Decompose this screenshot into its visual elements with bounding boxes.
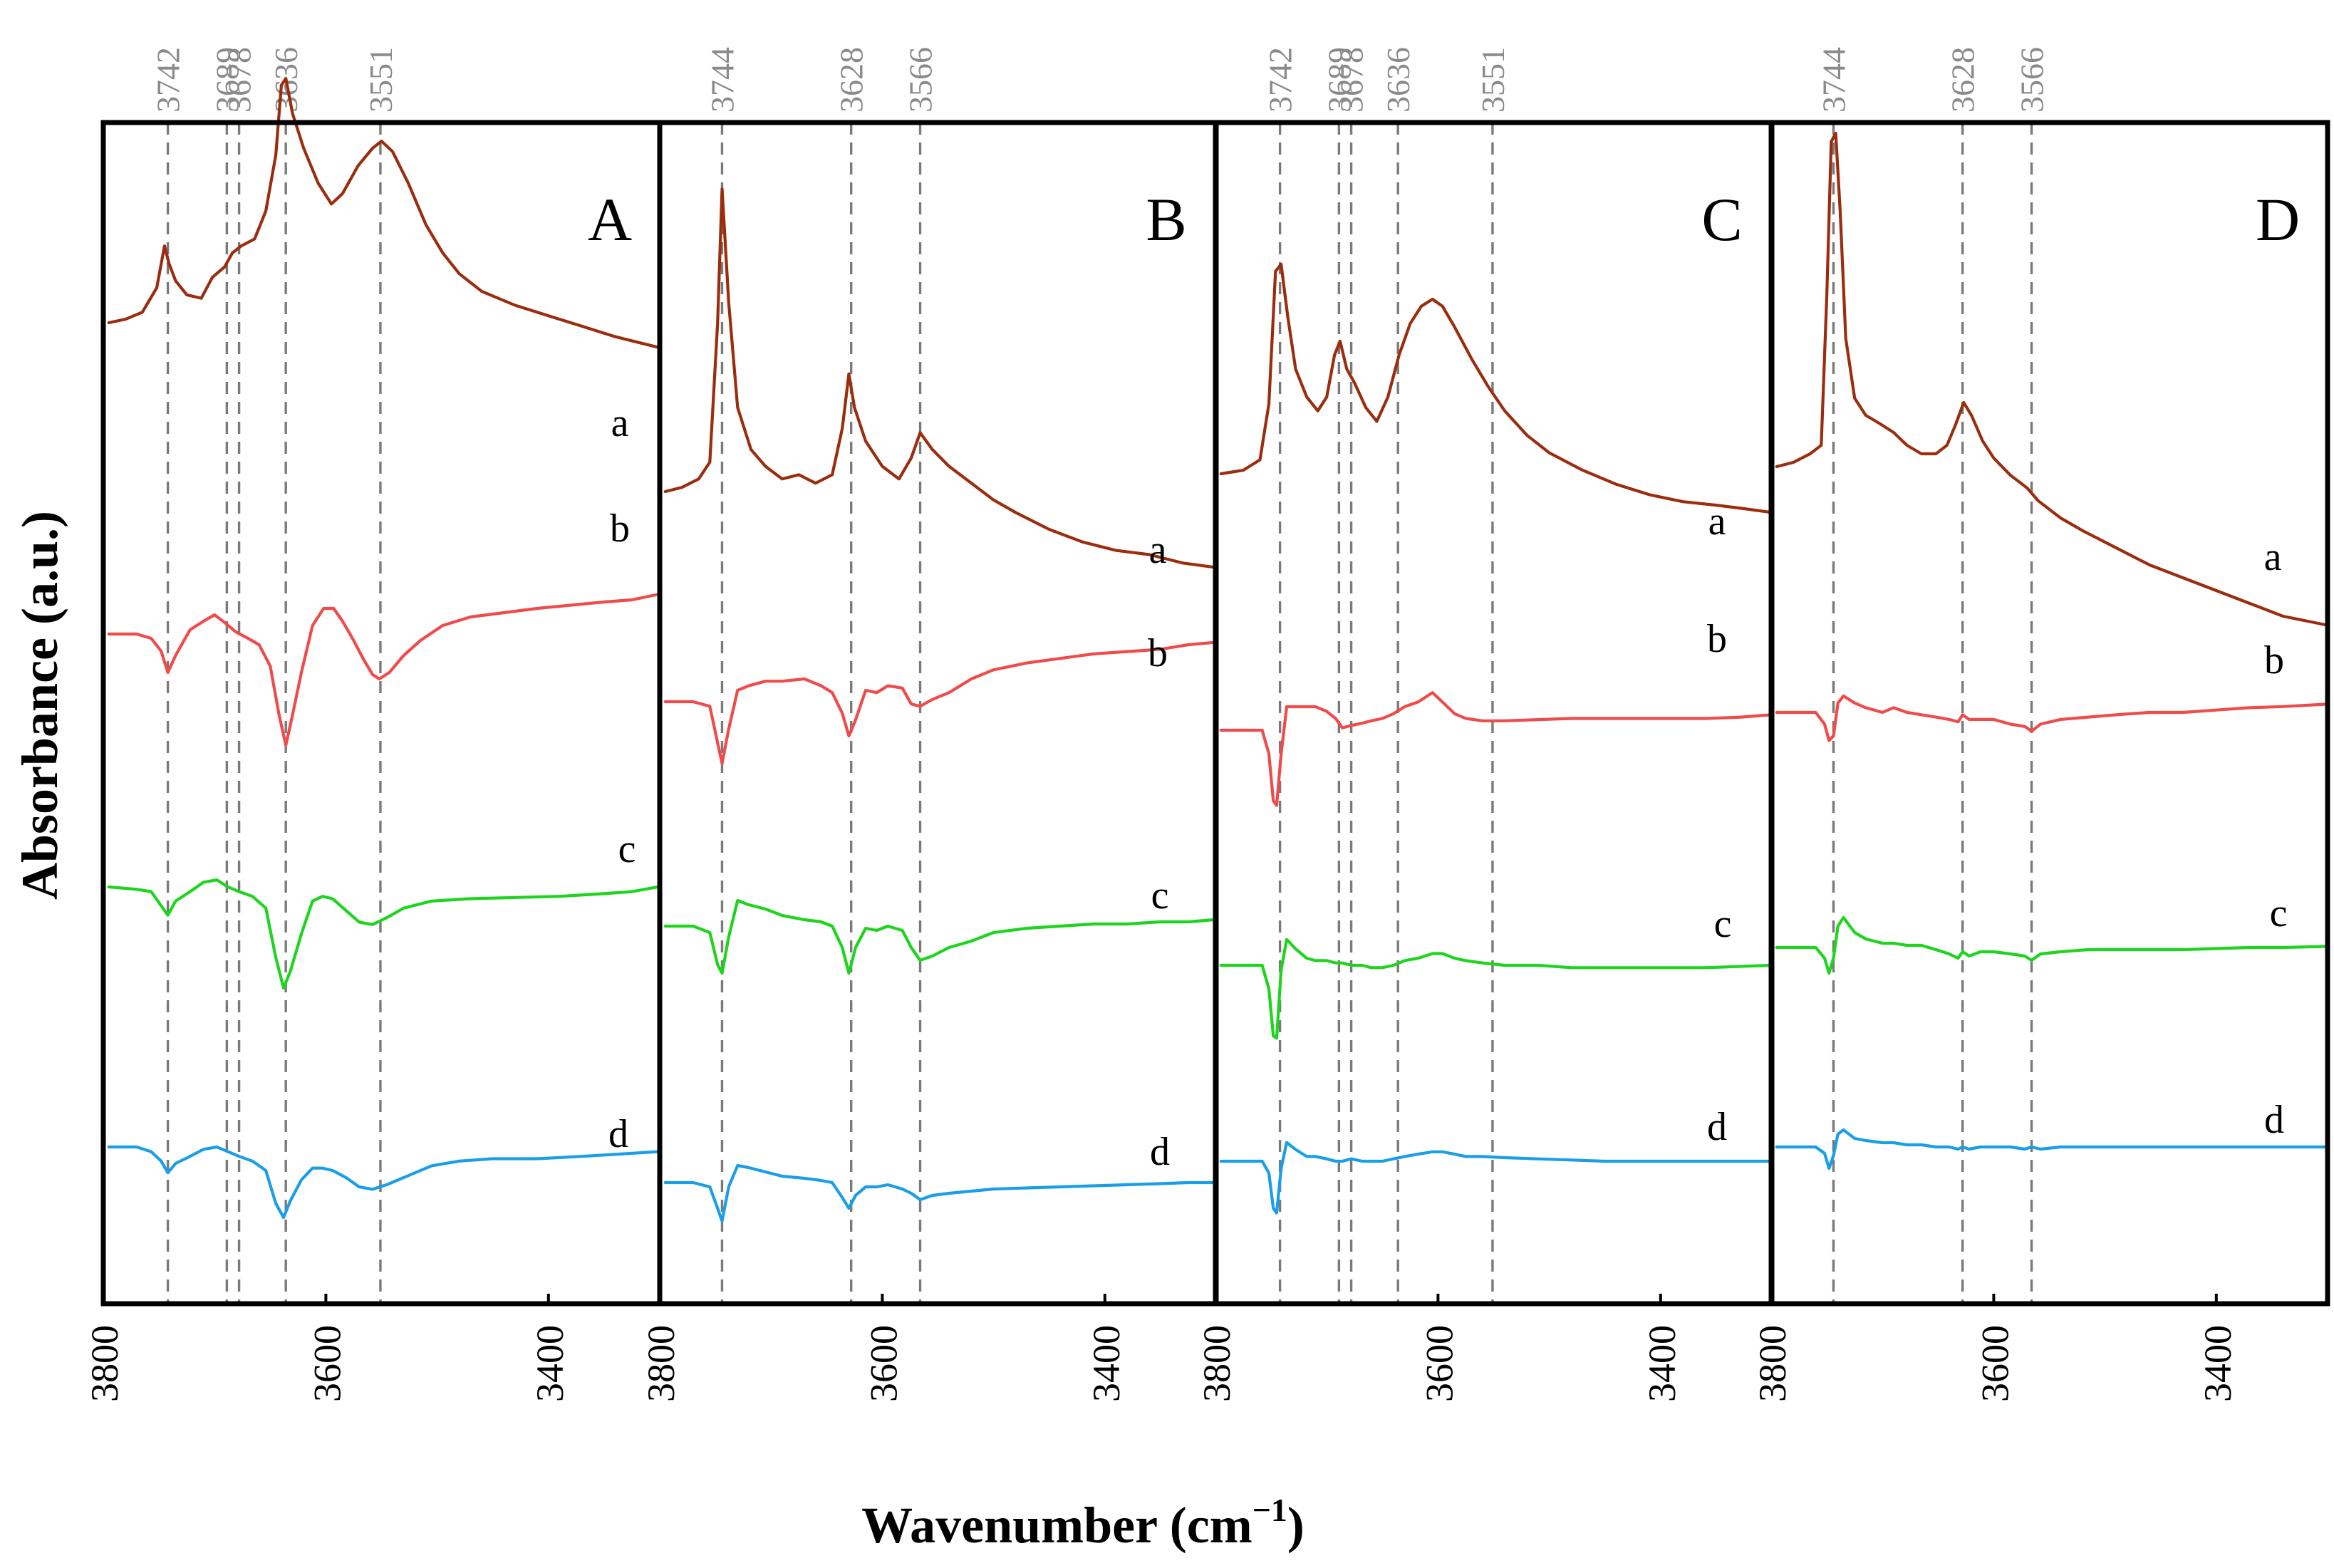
curve-label-c-b: b	[1707, 617, 1727, 661]
ref-label-3689: 3689	[209, 47, 245, 113]
x-tick-label-d-3400: 3400	[2196, 1325, 2239, 1402]
curve-label-c-d: d	[1707, 1105, 1727, 1149]
x-tick-label-b-3800: 3800	[640, 1325, 683, 1402]
ref-label-3551: 3551	[363, 47, 399, 113]
curve-d-b	[1775, 694, 2327, 742]
panel-d: 3744 3628 3566 a b c d D 3800 3600 3400	[1751, 47, 2330, 1402]
x-tick-label-a-3800: 3800	[83, 1325, 126, 1402]
curve-c-a	[1219, 262, 1771, 514]
ref-label-3566: 3566	[2014, 47, 2050, 113]
curve-label-b-b: b	[1148, 631, 1168, 675]
x-tick-label-c-3400: 3400	[1641, 1325, 1684, 1402]
curve-label-a-c: c	[618, 827, 636, 871]
curve-label-c-c: c	[1714, 902, 1732, 946]
curve-d-a	[1775, 131, 2327, 627]
ref-label-3678: 3678	[1334, 47, 1370, 113]
x-tick-label-a-3400: 3400	[529, 1325, 571, 1402]
ref-label-3744: 3744	[704, 47, 740, 113]
curve-a-d	[107, 1145, 659, 1220]
curve-c-c	[1219, 938, 1771, 1040]
curve-label-c-a: a	[1708, 499, 1726, 544]
curve-label-d-c: c	[2270, 891, 2288, 935]
ref-label-3678: 3678	[222, 47, 258, 113]
curve-a-c	[107, 878, 659, 990]
ref-label-3566: 3566	[903, 47, 939, 113]
x-tick-label-a-3600: 3600	[306, 1325, 348, 1402]
ref-label-3628: 3628	[834, 47, 870, 113]
curve-label-a-b: b	[610, 507, 630, 551]
panel-letter-b: B	[1146, 185, 1186, 254]
curve-c-d	[1219, 1141, 1771, 1215]
panel-letter-d: D	[2256, 185, 2300, 254]
curve-b-c	[663, 898, 1215, 975]
curve-label-b-a: a	[1149, 528, 1167, 572]
curve-label-a-a: a	[611, 401, 629, 445]
x-axis-title-sup: −1	[1252, 1492, 1287, 1528]
curve-c-b	[1219, 691, 1771, 807]
curve-b-a	[663, 187, 1215, 569]
curve-a-b	[107, 593, 659, 747]
curve-label-b-c: c	[1151, 873, 1169, 918]
panel-frame-b	[657, 120, 1219, 1307]
x-tick-label-b-3400: 3400	[1085, 1325, 1128, 1402]
ref-label-3742: 3742	[1262, 47, 1299, 113]
ref-label-3744: 3744	[1815, 47, 1852, 113]
ref-label-3742: 3742	[150, 47, 187, 113]
panel-frame-d	[1768, 120, 2330, 1307]
panel-letter-c: C	[1701, 185, 1742, 254]
ref-label-3551: 3551	[1475, 47, 1511, 113]
curve-label-d-a: a	[2264, 535, 2282, 579]
curve-label-b-d: d	[1150, 1130, 1170, 1174]
ref-label-3628: 3628	[1945, 47, 1981, 113]
x-tick-label-d-3800: 3800	[1751, 1325, 1794, 1402]
x-tick-label-c-3600: 3600	[1418, 1325, 1461, 1402]
panel-letter-a: A	[588, 185, 632, 254]
curve-d-d	[1775, 1128, 2327, 1170]
curve-d-c	[1775, 915, 2327, 975]
curve-b-d	[663, 1163, 1215, 1223]
panel-b: 3744 3628 3566 a b c d B 3800 3600 3400	[640, 47, 1219, 1402]
curve-label-d-d: d	[2264, 1098, 2284, 1142]
y-axis-title: Absorbance (a.u.)	[11, 511, 68, 900]
x-tick-label-c-3800: 3800	[1195, 1325, 1238, 1402]
x-tick-label-b-3600: 3600	[862, 1325, 905, 1402]
x-axis-title-text: Wavenumber (cm	[861, 1497, 1252, 1554]
x-tick-label-d-3600: 3600	[1973, 1325, 2016, 1402]
ref-label-3636: 3636	[1380, 47, 1416, 113]
x-axis-title: Wavenumber (cm−1)	[861, 1492, 1305, 1554]
curve-a-a	[107, 76, 659, 349]
curve-label-a-d: d	[608, 1112, 628, 1156]
x-axis-title-close: )	[1287, 1497, 1305, 1554]
curve-label-d-b: b	[2264, 638, 2284, 682]
curve-b-b	[663, 640, 1215, 765]
ref-label-3689: 3689	[1321, 47, 1357, 113]
